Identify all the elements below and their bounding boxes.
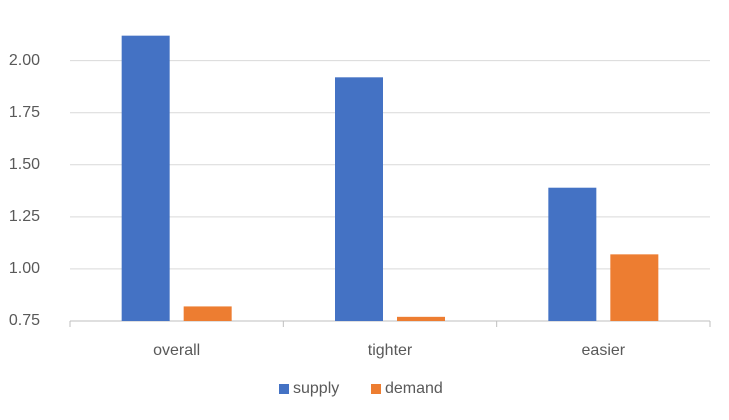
legend-label: demand [385,380,443,397]
x-tick-label: easier [582,342,626,359]
bar [335,77,383,322]
legend-swatch [279,384,289,394]
y-tick-label: 2.00 [9,52,40,69]
y-tick-label: 1.50 [9,156,40,173]
y-tick-label: 1.25 [9,208,40,225]
x-tick-label: overall [153,342,200,359]
y-tick-label: 1.00 [9,260,40,277]
bar [397,316,445,321]
bar [121,35,170,321]
legend-swatch [371,384,381,394]
x-tick-label: tighter [368,342,413,359]
bar [183,306,232,321]
bar [610,254,659,321]
y-tick-label: 1.75 [9,104,40,121]
bar [548,187,597,321]
legend-label: supply [293,380,339,397]
y-tick-label: 0.75 [9,312,40,329]
